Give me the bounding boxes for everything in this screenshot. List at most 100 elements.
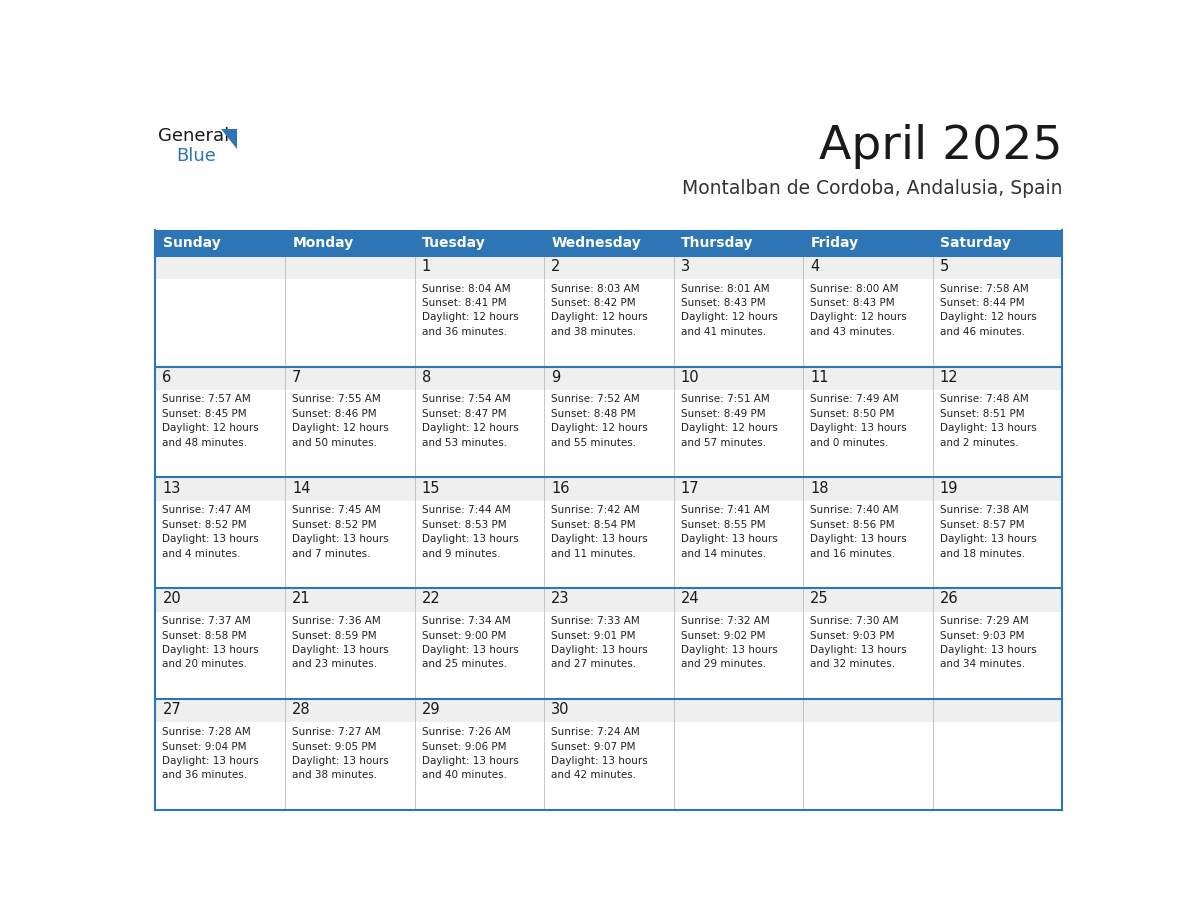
Text: 9: 9	[551, 370, 561, 385]
Bar	[285, 588, 415, 611]
Bar	[803, 256, 933, 279]
Bar	[156, 477, 285, 500]
Text: Sunrise: 7:51 AM
Sunset: 8:49 PM
Daylight: 12 hours
and 57 minutes.: Sunrise: 7:51 AM Sunset: 8:49 PM Dayligh…	[681, 395, 777, 448]
Text: Sunrise: 7:41 AM
Sunset: 8:55 PM
Daylight: 13 hours
and 14 minutes.: Sunrise: 7:41 AM Sunset: 8:55 PM Dayligh…	[681, 505, 777, 558]
Bar	[544, 366, 674, 390]
Text: Sunrise: 7:52 AM
Sunset: 8:48 PM
Daylight: 12 hours
and 55 minutes.: Sunrise: 7:52 AM Sunset: 8:48 PM Dayligh…	[551, 395, 647, 448]
Text: Sunrise: 7:40 AM
Sunset: 8:56 PM
Daylight: 13 hours
and 16 minutes.: Sunrise: 7:40 AM Sunset: 8:56 PM Dayligh…	[810, 505, 906, 558]
Text: 21: 21	[292, 591, 310, 607]
Text: Sunrise: 7:47 AM
Sunset: 8:52 PM
Daylight: 13 hours
and 4 minutes.: Sunrise: 7:47 AM Sunset: 8:52 PM Dayligh…	[163, 505, 259, 558]
Text: 10: 10	[681, 370, 700, 385]
Text: Sunrise: 8:00 AM
Sunset: 8:43 PM
Daylight: 12 hours
and 43 minutes.: Sunrise: 8:00 AM Sunset: 8:43 PM Dayligh…	[810, 284, 906, 337]
Bar	[803, 256, 933, 366]
Bar	[674, 477, 803, 588]
Bar	[415, 477, 544, 588]
Text: Sunrise: 7:32 AM
Sunset: 9:02 PM
Daylight: 13 hours
and 29 minutes.: Sunrise: 7:32 AM Sunset: 9:02 PM Dayligh…	[681, 616, 777, 669]
Bar	[674, 700, 803, 810]
Text: Sunday: Sunday	[163, 236, 221, 250]
Text: Sunrise: 7:27 AM
Sunset: 9:05 PM
Daylight: 13 hours
and 38 minutes.: Sunrise: 7:27 AM Sunset: 9:05 PM Dayligh…	[292, 727, 388, 780]
Bar	[674, 366, 803, 390]
Bar	[933, 700, 1062, 722]
Text: General: General	[158, 127, 229, 145]
Text: 23: 23	[551, 591, 569, 607]
Bar	[285, 256, 415, 366]
Bar	[544, 477, 674, 500]
Bar	[544, 256, 674, 366]
Text: 16: 16	[551, 480, 569, 496]
Text: 6: 6	[163, 370, 172, 385]
Bar	[285, 256, 415, 279]
Bar	[156, 700, 285, 722]
Text: 20: 20	[163, 591, 182, 607]
Text: 7: 7	[292, 370, 302, 385]
Text: 17: 17	[681, 480, 700, 496]
Bar	[415, 256, 544, 279]
Text: Sunrise: 7:38 AM
Sunset: 8:57 PM
Daylight: 13 hours
and 18 minutes.: Sunrise: 7:38 AM Sunset: 8:57 PM Dayligh…	[940, 505, 1036, 558]
Bar	[415, 366, 544, 390]
Text: 12: 12	[940, 370, 959, 385]
Text: Tuesday: Tuesday	[422, 236, 486, 250]
Bar	[674, 588, 803, 700]
Bar	[156, 477, 285, 588]
Bar	[156, 230, 1062, 256]
Text: 11: 11	[810, 370, 828, 385]
Text: 3: 3	[681, 259, 690, 274]
Bar	[803, 366, 933, 477]
Text: 14: 14	[292, 480, 310, 496]
Bar	[674, 366, 803, 477]
Bar	[285, 477, 415, 500]
Bar	[156, 256, 285, 279]
Text: 13: 13	[163, 480, 181, 496]
Bar	[285, 477, 415, 588]
Text: Sunrise: 7:36 AM
Sunset: 8:59 PM
Daylight: 13 hours
and 23 minutes.: Sunrise: 7:36 AM Sunset: 8:59 PM Dayligh…	[292, 616, 388, 669]
Text: Wednesday: Wednesday	[552, 236, 642, 250]
Text: 4: 4	[810, 259, 820, 274]
Text: Sunrise: 7:55 AM
Sunset: 8:46 PM
Daylight: 12 hours
and 50 minutes.: Sunrise: 7:55 AM Sunset: 8:46 PM Dayligh…	[292, 395, 388, 448]
Text: Sunrise: 7:34 AM
Sunset: 9:00 PM
Daylight: 13 hours
and 25 minutes.: Sunrise: 7:34 AM Sunset: 9:00 PM Dayligh…	[422, 616, 518, 669]
Bar	[674, 588, 803, 611]
Bar	[285, 366, 415, 477]
Text: Sunrise: 7:30 AM
Sunset: 9:03 PM
Daylight: 13 hours
and 32 minutes.: Sunrise: 7:30 AM Sunset: 9:03 PM Dayligh…	[810, 616, 906, 669]
Bar	[803, 366, 933, 390]
Text: Sunrise: 7:29 AM
Sunset: 9:03 PM
Daylight: 13 hours
and 34 minutes.: Sunrise: 7:29 AM Sunset: 9:03 PM Dayligh…	[940, 616, 1036, 669]
Bar	[544, 477, 674, 588]
Bar	[933, 366, 1062, 390]
Text: Sunrise: 7:37 AM
Sunset: 8:58 PM
Daylight: 13 hours
and 20 minutes.: Sunrise: 7:37 AM Sunset: 8:58 PM Dayligh…	[163, 616, 259, 669]
Text: Sunrise: 8:03 AM
Sunset: 8:42 PM
Daylight: 12 hours
and 38 minutes.: Sunrise: 8:03 AM Sunset: 8:42 PM Dayligh…	[551, 284, 647, 337]
Bar	[415, 256, 544, 366]
Text: 25: 25	[810, 591, 829, 607]
Bar	[415, 588, 544, 611]
Text: Sunrise: 7:45 AM
Sunset: 8:52 PM
Daylight: 13 hours
and 7 minutes.: Sunrise: 7:45 AM Sunset: 8:52 PM Dayligh…	[292, 505, 388, 558]
Text: Sunrise: 7:42 AM
Sunset: 8:54 PM
Daylight: 13 hours
and 11 minutes.: Sunrise: 7:42 AM Sunset: 8:54 PM Dayligh…	[551, 505, 647, 558]
Bar	[415, 700, 544, 810]
Bar	[674, 256, 803, 366]
Bar	[933, 588, 1062, 611]
Bar	[156, 256, 285, 366]
Text: Sunrise: 7:54 AM
Sunset: 8:47 PM
Daylight: 12 hours
and 53 minutes.: Sunrise: 7:54 AM Sunset: 8:47 PM Dayligh…	[422, 395, 518, 448]
Bar	[933, 366, 1062, 477]
Text: 5: 5	[940, 259, 949, 274]
Text: 1: 1	[422, 259, 431, 274]
Bar	[544, 256, 674, 279]
Text: Monday: Monday	[292, 236, 354, 250]
Bar	[285, 366, 415, 390]
Bar	[156, 700, 285, 810]
Text: 18: 18	[810, 480, 828, 496]
Text: 24: 24	[681, 591, 700, 607]
Bar	[933, 477, 1062, 588]
Bar	[674, 477, 803, 500]
Bar	[933, 588, 1062, 700]
Bar	[544, 588, 674, 611]
Text: Sunrise: 7:49 AM
Sunset: 8:50 PM
Daylight: 13 hours
and 0 minutes.: Sunrise: 7:49 AM Sunset: 8:50 PM Dayligh…	[810, 395, 906, 448]
Text: Friday: Friday	[811, 236, 859, 250]
Text: Sunrise: 7:26 AM
Sunset: 9:06 PM
Daylight: 13 hours
and 40 minutes.: Sunrise: 7:26 AM Sunset: 9:06 PM Dayligh…	[422, 727, 518, 780]
Text: 26: 26	[940, 591, 959, 607]
Bar	[156, 588, 285, 611]
Text: Thursday: Thursday	[682, 236, 754, 250]
Text: Sunrise: 7:28 AM
Sunset: 9:04 PM
Daylight: 13 hours
and 36 minutes.: Sunrise: 7:28 AM Sunset: 9:04 PM Dayligh…	[163, 727, 259, 780]
Bar	[285, 588, 415, 700]
Bar	[933, 700, 1062, 810]
Bar	[803, 588, 933, 611]
Bar	[544, 588, 674, 700]
Bar	[544, 700, 674, 722]
